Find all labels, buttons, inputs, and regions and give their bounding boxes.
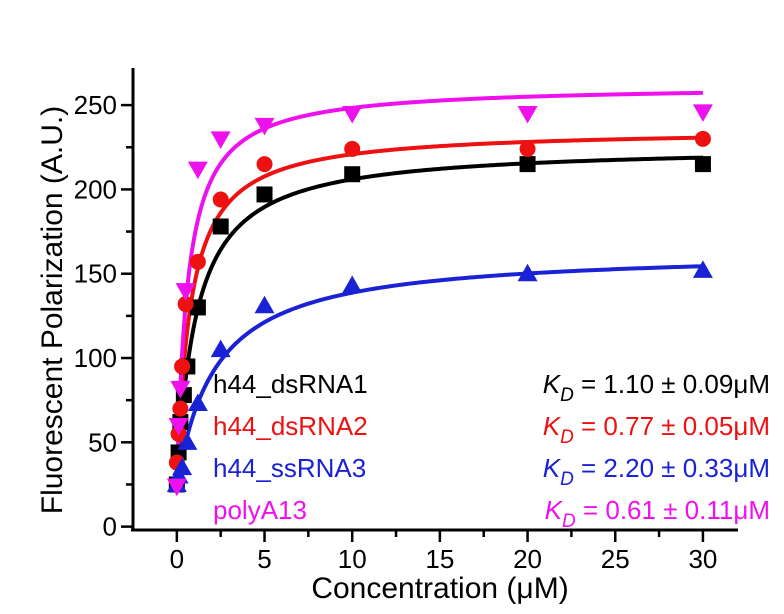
data-point-h44_ssRNA3 xyxy=(210,339,231,358)
legend-label: polyA13 xyxy=(213,495,307,525)
data-point-h44_dsRNA2 xyxy=(694,130,711,147)
data-point-h44_ssRNA3 xyxy=(172,457,193,476)
data-point-polyA13 xyxy=(692,104,713,122)
x-tick-label: 15 xyxy=(425,544,454,574)
y-tick-label: 0 xyxy=(103,512,117,542)
y-tick-label: 150 xyxy=(74,259,117,289)
data-point-h44_dsRNA1 xyxy=(212,218,229,235)
data-point-h44_dsRNA2 xyxy=(172,400,189,417)
data-point-h44_ssRNA3 xyxy=(187,393,208,412)
x-tick-label: 10 xyxy=(338,544,367,574)
data-point-polyA13 xyxy=(166,478,187,497)
data-point-h44_dsRNA2 xyxy=(256,156,273,173)
axes: 0 50 100 150 200 250 0 5 10 15 20 25 30 xyxy=(74,68,738,574)
data-point-h44_ssRNA3 xyxy=(177,432,198,450)
x-axis-title: Concentration (μM) xyxy=(311,572,568,605)
data-point-h44_dsRNA2 xyxy=(177,296,194,313)
data-point-h44_dsRNA1 xyxy=(344,166,361,183)
data-point-h44_ssRNA3 xyxy=(517,263,538,282)
y-tick-label: 50 xyxy=(88,427,117,457)
data-point-polyA13 xyxy=(210,131,231,149)
y-tick-label: 250 xyxy=(74,90,117,120)
kd-annotation: KD = 2.20 ± 0.33μM xyxy=(543,453,770,490)
data-point-h44_dsRNA1 xyxy=(519,156,536,173)
kd-annotation: KD = 1.10 ± 0.09μM xyxy=(543,369,770,406)
y-axis-title: Fluorescent Polarization (A.U.) xyxy=(36,106,69,515)
data-point-h44_dsRNA2 xyxy=(174,358,191,375)
legend-label: h44_ssRNA3 xyxy=(213,453,366,483)
data-point-polyA13 xyxy=(517,106,538,124)
data-point-polyA13 xyxy=(187,161,208,180)
fit-curve-h44_dsRNA1 xyxy=(174,155,703,489)
x-tick-label: 20 xyxy=(513,544,542,574)
x-tick-label: 30 xyxy=(688,544,717,574)
y-tick-label: 200 xyxy=(74,174,117,204)
fit-curve-polyA13 xyxy=(174,90,703,488)
data-point-polyA13 xyxy=(254,117,275,136)
data-point-h44_dsRNA1 xyxy=(256,186,273,203)
data-point-h44_ssRNA3 xyxy=(254,295,275,314)
kd-annotation: KD = 0.61 ± 0.11μM xyxy=(545,495,770,532)
data-point-h44_dsRNA2 xyxy=(519,140,536,157)
data-point-polyA13 xyxy=(168,417,189,436)
data-point-h44_ssRNA3 xyxy=(692,260,713,278)
legend-label: h44_dsRNA1 xyxy=(213,369,368,399)
legend-label: h44_dsRNA2 xyxy=(213,411,368,441)
x-tick-label: 25 xyxy=(601,544,630,574)
data-point-h44_dsRNA1 xyxy=(694,156,711,173)
kd-annotation: KD = 0.77 ± 0.05μM xyxy=(543,411,770,448)
data-point-polyA13 xyxy=(175,283,196,301)
data-point-h44_dsRNA2 xyxy=(212,191,229,208)
data-point-h44_dsRNA2 xyxy=(189,253,206,270)
x-tick-label: 5 xyxy=(257,544,271,574)
data-point-h44_dsRNA2 xyxy=(344,140,361,157)
fit-curve-h44_ssRNA3 xyxy=(174,264,703,489)
data-point-polyA13 xyxy=(342,106,363,124)
legend: h44_dsRNA1 KD = 1.10 ± 0.09μM h44_dsRNA2 KD… xyxy=(213,369,770,532)
data-markers xyxy=(166,104,713,497)
data-point-polyA13 xyxy=(170,380,191,399)
data-point-h44_dsRNA1 xyxy=(189,299,206,316)
x-tick-label: 0 xyxy=(170,544,184,574)
y-tick-label: 100 xyxy=(74,343,117,373)
data-point-h44_ssRNA3 xyxy=(342,275,363,294)
